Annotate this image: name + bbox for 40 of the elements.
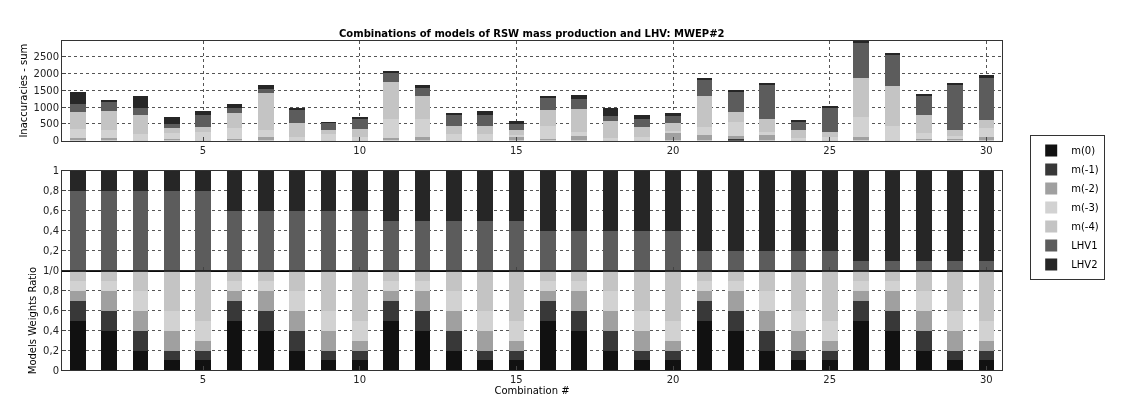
- x-tick-label: 20: [666, 144, 680, 156]
- y-tick-label: 2500: [33, 51, 59, 63]
- x-axis-title: Combination #: [494, 385, 570, 397]
- x-tick-label: 25: [823, 374, 837, 386]
- y-tick-label: 0,2: [43, 345, 59, 357]
- y-axis-title: Inaccuracies - sum: [17, 43, 29, 138]
- chart-title: Combinations of models of RSW mass production and LHV: MWEP#2: [339, 28, 725, 39]
- y-tick-label: 500: [39, 118, 59, 130]
- y-tick-label: 0,4: [43, 225, 59, 237]
- y-tick-label: 0,8: [43, 285, 59, 297]
- legend-label: m(-4): [1071, 221, 1099, 233]
- legend-label: LHV2: [1071, 259, 1098, 271]
- legend-label: m(-1): [1071, 164, 1099, 176]
- y-tick-label: 1/0: [42, 265, 59, 277]
- x-tick-label: 5: [199, 374, 207, 386]
- legend-label: m(-2): [1071, 183, 1099, 195]
- x-tick-label: 30: [979, 144, 993, 156]
- x-tick-label: 25: [823, 144, 837, 156]
- y-tick-label: 0: [52, 135, 59, 147]
- y-tick-label: 1: [52, 165, 59, 177]
- x-tick-label: 15: [509, 144, 523, 156]
- x-tick-label: 30: [979, 374, 993, 386]
- x-tick-label: 15: [509, 374, 523, 386]
- x-tick-label: 5: [199, 144, 207, 156]
- y-axis-title: Models Weights Ratio: [26, 266, 38, 375]
- legend-label: m(-3): [1071, 202, 1099, 214]
- legend-label: LHV1: [1071, 240, 1098, 252]
- y-tick-label: 1000: [33, 101, 59, 113]
- x-tick-label: 10: [353, 374, 367, 386]
- legend-label: m(0): [1071, 145, 1096, 157]
- y-tick-label: 0,8: [43, 185, 59, 197]
- x-tick-label: 10: [353, 144, 367, 156]
- y-tick-label: 0: [52, 364, 59, 376]
- y-tick-label: 0,6: [43, 305, 59, 317]
- x-tick-label: 20: [666, 374, 680, 386]
- y-tick-label: 2000: [33, 68, 59, 80]
- y-tick-label: 0,2: [43, 245, 59, 257]
- y-tick-label: 0,4: [43, 325, 59, 337]
- y-tick-label: 1500: [33, 84, 59, 96]
- y-tick-label: 0,6: [43, 205, 59, 217]
